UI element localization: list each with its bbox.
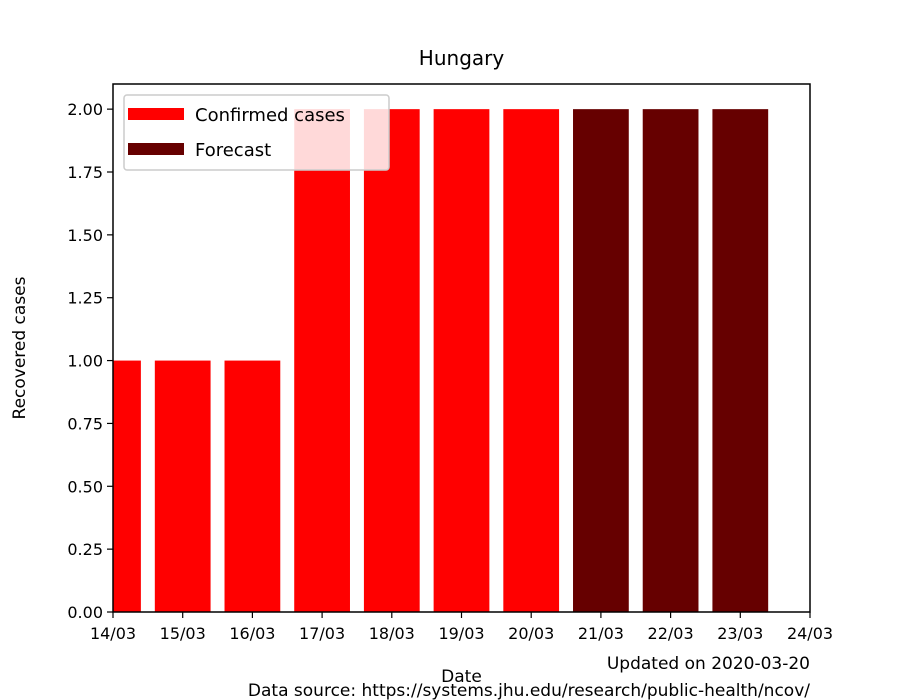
y-tick-label: 2.00: [67, 100, 103, 119]
legend-label-confirmed: Confirmed cases: [195, 105, 345, 126]
x-tick-label: 24/03: [787, 624, 833, 643]
bar-confirmed-17-03: [294, 109, 350, 612]
bar-confirmed-14-03: [113, 360, 141, 612]
x-axis-label: Date: [441, 667, 482, 687]
y-axis-label: Recovered cases: [10, 276, 30, 419]
updated-note: Updated on 2020-03-20: [607, 654, 810, 674]
y-tick-label: 1.50: [67, 226, 103, 245]
bar-confirmed-18-03: [363, 109, 420, 612]
bars-group: [113, 109, 769, 612]
legend-swatch-confirmed: [128, 108, 184, 120]
bar-forecast-22-03: [642, 109, 699, 612]
x-tick-label: 19/03: [438, 624, 484, 643]
bar-confirmed-19-03: [433, 109, 490, 612]
x-axis: 14/03 15/03 16/03 17/03 18/03 19/03 20/03 21/03…: [90, 612, 833, 643]
x-tick-label: 23/03: [717, 624, 763, 643]
x-tick-label: 14/03: [90, 624, 136, 643]
x-tick-label: 15/03: [160, 624, 206, 643]
x-tick-label: 22/03: [648, 624, 694, 643]
bar-confirmed-20-03: [503, 109, 560, 612]
y-tick-label: 1.75: [67, 163, 103, 182]
bar-confirmed-16-03: [224, 360, 281, 612]
data-source-note: Data source: https://systems.jhu.edu/res…: [248, 681, 810, 700]
bar-forecast-21-03: [573, 109, 629, 612]
y-axis: 0.00 0.25 0.50 0.75 1.00 1.25 1.50 1.75 2.00: [67, 100, 113, 622]
legend-swatch-forecast: [128, 143, 184, 155]
chart-title: Hungary: [419, 46, 505, 70]
x-tick-label: 18/03: [369, 624, 415, 643]
x-tick-label: 17/03: [299, 624, 345, 643]
y-tick-label: 0.50: [67, 477, 103, 496]
y-tick-label: 0.75: [67, 414, 103, 433]
legend-label-forecast: Forecast: [195, 140, 271, 161]
bar-forecast-23-03: [712, 109, 769, 612]
y-tick-label: 1.25: [67, 289, 103, 308]
y-tick-label: 0.25: [67, 540, 103, 559]
x-tick-label: 16/03: [229, 624, 275, 643]
legend: Confirmed cases Forecast: [123, 94, 390, 171]
y-tick-label: 0.00: [67, 603, 103, 622]
x-tick-label: 20/03: [508, 624, 554, 643]
legend-box: [123, 94, 390, 171]
bar-confirmed-15-03: [154, 360, 211, 612]
y-tick-label: 1.00: [67, 352, 103, 371]
x-tick-label: 21/03: [578, 624, 624, 643]
